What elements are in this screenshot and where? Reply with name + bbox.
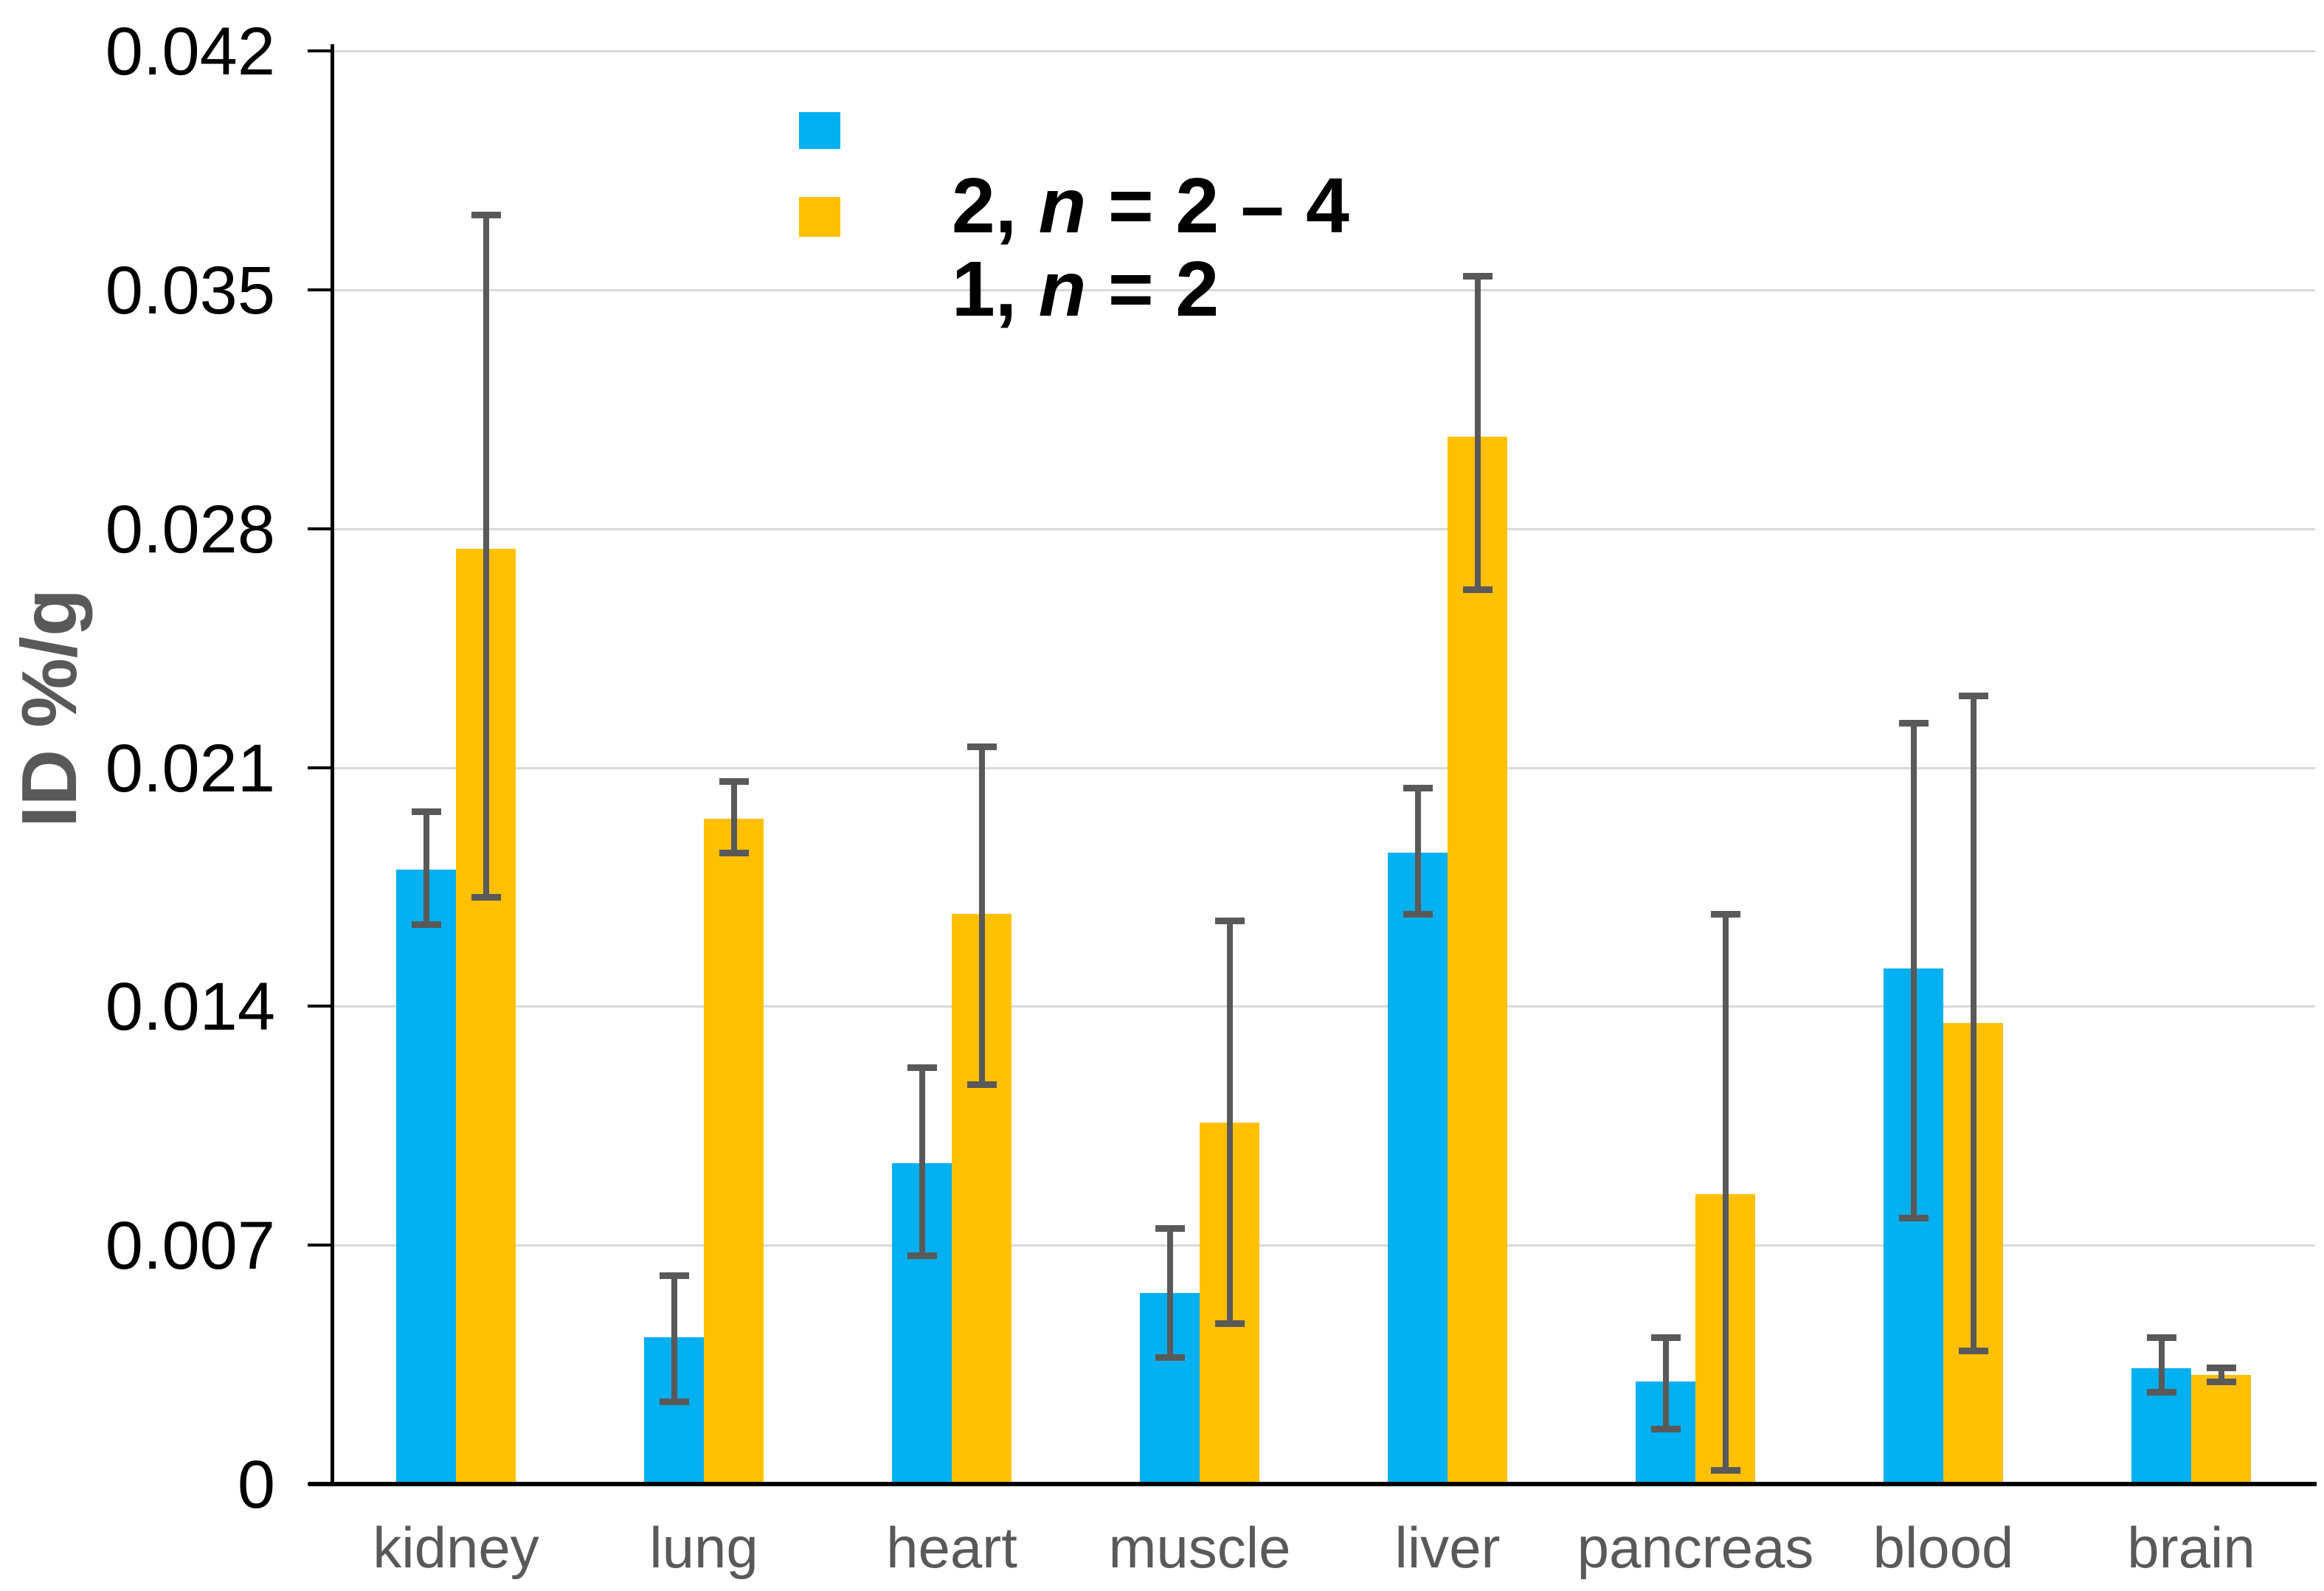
legend-series-2-nvar: n: [1038, 162, 1087, 249]
legend-series-1-sep: ,: [995, 246, 1039, 333]
errorbar-series-2-blood-line: [1910, 723, 1917, 1219]
legend-label-series-1: 1, n = 2: [865, 172, 1219, 406]
x-category-label-liver: liver: [1394, 1515, 1501, 1580]
errorbar-series-1-heart-line: [978, 746, 985, 1085]
legend-series-1-number: 1: [951, 246, 995, 333]
errorbar-series-2-lung-cap-top: [659, 1272, 689, 1280]
bar-series-1-lung: [704, 818, 764, 1484]
errorbar-series-2-liver-cap-bottom: [1403, 910, 1433, 918]
errorbar-series-2-brain-line: [2158, 1337, 2165, 1393]
y-tick-label-0.021: 0.021: [105, 730, 275, 806]
x-category-label-kidney: kidney: [373, 1515, 539, 1580]
y-axis-tick-0.042: [308, 49, 332, 52]
bar-series-2-liver: [1388, 853, 1448, 1484]
legend-label-series-2: 2, n = 2 – 4: [865, 89, 1349, 323]
errorbar-series-2-muscle-cap-bottom: [1155, 1354, 1185, 1362]
legend-swatch-series-2: [799, 112, 840, 149]
errorbar-series-1-lung-cap-top: [719, 777, 749, 785]
errorbar-series-1-heart-cap-top: [966, 743, 997, 751]
y-axis-title: ID %/g: [6, 589, 93, 828]
errorbar-series-1-brain-cap-bottom: [2206, 1378, 2236, 1385]
errorbar-series-2-liver-cap-top: [1403, 784, 1433, 791]
errorbar-series-1-brain-line: [2218, 1368, 2224, 1382]
errorbar-series-2-liver-line: [1414, 788, 1421, 915]
errorbar-series-1-liver-line: [1474, 276, 1481, 590]
gridline: [332, 1005, 2315, 1008]
y-tick-label-0.035: 0.035: [105, 252, 275, 328]
x-category-label-pancreas: pancreas: [1577, 1515, 1814, 1580]
errorbar-series-2-blood-cap-top: [1898, 719, 1929, 727]
errorbar-series-2-brain-cap-bottom: [2146, 1388, 2176, 1396]
gridline: [332, 527, 2315, 530]
errorbar-series-1-kidney-line: [483, 215, 489, 898]
gridline: [332, 288, 2315, 291]
bar-series-2-kidney: [396, 870, 456, 1484]
gridline: [332, 1244, 2315, 1247]
errorbar-series-2-heart-cap-bottom: [907, 1252, 937, 1259]
y-tick-label-0.042: 0.042: [105, 14, 275, 89]
errorbar-series-1-brain-cap-top: [2206, 1365, 2236, 1372]
errorbar-series-1-blood-line: [1970, 696, 1977, 1351]
errorbar-series-1-pancreas-line: [1722, 914, 1729, 1471]
legend-series-1-rest: = 2: [1086, 246, 1220, 333]
y-tick-label-0.028: 0.028: [105, 491, 275, 567]
legend-series-2-rest: = 2 – 4: [1086, 162, 1349, 249]
x-category-label-lung: lung: [649, 1515, 758, 1580]
errorbar-series-1-muscle-cap-bottom: [1214, 1320, 1245, 1328]
errorbar-series-2-muscle-line: [1166, 1228, 1173, 1358]
errorbar-series-2-kidney-cap-top: [411, 808, 441, 816]
bar-series-1-brain: [2191, 1374, 2251, 1484]
legend-series-1-nvar: n: [1038, 246, 1087, 333]
errorbar-series-2-heart-cap-top: [907, 1064, 937, 1072]
errorbar-series-1-kidney-cap-top: [471, 211, 501, 218]
gridline: [332, 50, 2315, 52]
bar-series-1-liver: [1448, 436, 1507, 1484]
y-tick-label-0.014: 0.014: [105, 969, 275, 1045]
errorbar-series-1-pancreas-cap-top: [1710, 910, 1740, 918]
errorbar-series-1-heart-cap-bottom: [966, 1081, 997, 1089]
errorbar-series-2-blood-cap-bottom: [1898, 1214, 1929, 1221]
x-axis-line: [308, 1482, 2317, 1486]
legend-swatch-series-1: [799, 197, 840, 237]
x-category-label-muscle: muscle: [1108, 1515, 1291, 1580]
y-axis-line: [331, 44, 334, 1486]
errorbar-series-2-lung-cap-bottom: [659, 1398, 689, 1406]
y-axis-tick-0.028: [308, 527, 332, 530]
y-tick-label-0.007: 0.007: [105, 1208, 275, 1284]
errorbar-series-1-lung-cap-bottom: [719, 849, 749, 856]
errorbar-series-1-blood-cap-top: [1958, 692, 1988, 699]
errorbar-series-1-muscle-cap-top: [1214, 918, 1245, 925]
y-axis-tick-0.007: [308, 1244, 332, 1247]
y-axis-tick-0.014: [308, 1005, 332, 1008]
errorbar-series-1-blood-cap-bottom: [1958, 1348, 1988, 1355]
legend-series-2-sep: ,: [995, 162, 1039, 249]
errorbar-series-1-kidney-cap-bottom: [471, 893, 501, 901]
legend-series-2-number: 2: [951, 162, 995, 249]
errorbar-series-2-kidney-cap-bottom: [411, 921, 441, 928]
errorbar-series-1-liver-cap-top: [1462, 272, 1493, 280]
errorbar-series-1-pancreas-cap-bottom: [1710, 1466, 1740, 1474]
errorbar-series-2-heart-line: [919, 1067, 925, 1256]
x-category-label-blood: blood: [1872, 1515, 2014, 1580]
errorbar-series-2-lung-line: [671, 1275, 677, 1402]
errorbar-series-2-pancreas-cap-top: [1650, 1334, 1681, 1341]
errorbar-series-1-lung-line: [730, 781, 737, 853]
x-category-label-heart: heart: [886, 1515, 1017, 1580]
errorbar-series-1-liver-cap-bottom: [1462, 586, 1493, 594]
y-axis-tick-0.021: [308, 766, 332, 769]
errorbar-series-2-pancreas-line: [1662, 1337, 1669, 1429]
gridline: [332, 766, 2315, 769]
x-category-label-brain: brain: [2127, 1515, 2255, 1580]
errorbar-series-2-pancreas-cap-bottom: [1650, 1426, 1681, 1433]
y-tick-label-0: 0: [237, 1447, 275, 1522]
y-axis-tick-0.035: [308, 288, 332, 291]
errorbar-series-1-muscle-line: [1226, 921, 1233, 1324]
errorbar-series-2-muscle-cap-top: [1155, 1224, 1185, 1232]
errorbar-series-2-brain-cap-top: [2146, 1334, 2176, 1341]
errorbar-series-2-kidney-line: [423, 811, 429, 925]
